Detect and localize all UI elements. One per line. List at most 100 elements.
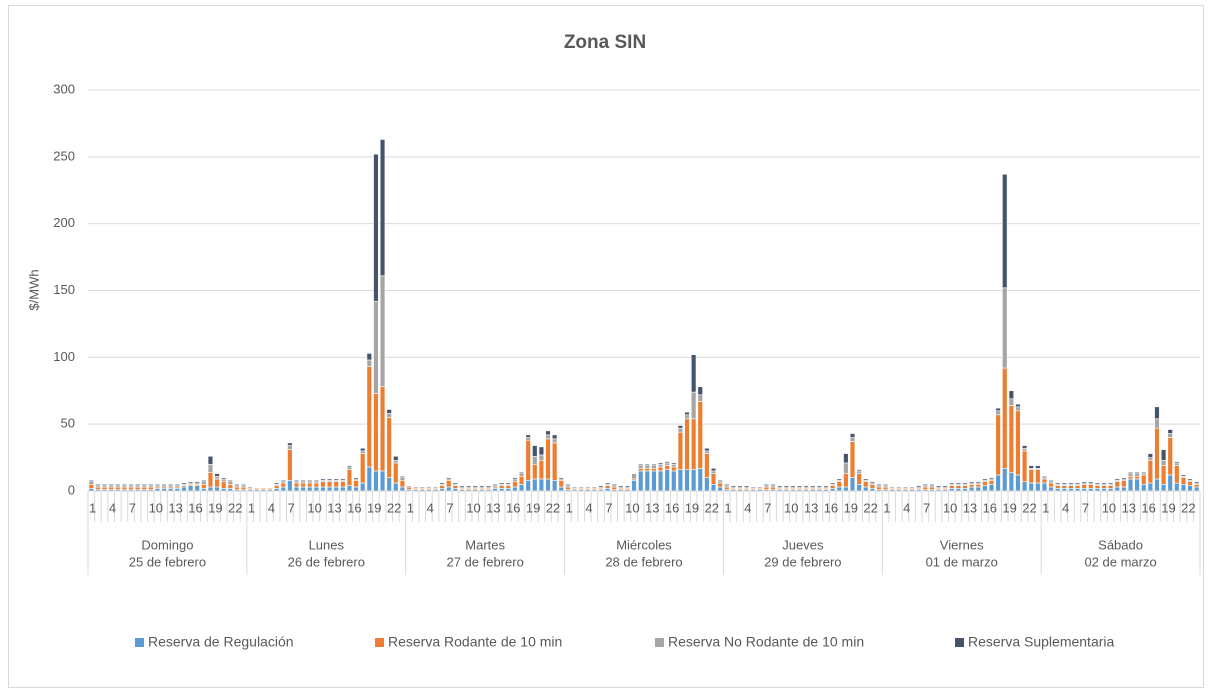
bar-segment bbox=[578, 486, 584, 489]
bar-segment bbox=[366, 359, 372, 367]
bar-segment bbox=[770, 486, 776, 490]
bar-segment bbox=[863, 486, 869, 492]
bar-segment bbox=[393, 462, 399, 484]
bar-segment bbox=[690, 391, 697, 420]
x-tick-label: 7 bbox=[129, 500, 136, 515]
x-tick-label: 7 bbox=[288, 500, 295, 515]
bar-segment bbox=[1134, 475, 1140, 480]
bar-segment bbox=[141, 484, 147, 486]
bar-segment bbox=[95, 486, 101, 490]
bar-segment bbox=[962, 482, 968, 485]
bar-segment bbox=[1154, 427, 1160, 480]
y-tick-label: 150 bbox=[53, 282, 75, 297]
bar-segment bbox=[836, 481, 842, 488]
bar-segment bbox=[95, 484, 101, 486]
bar-segment bbox=[247, 486, 253, 489]
bar-segment bbox=[1114, 478, 1120, 481]
bar-segment bbox=[499, 485, 505, 489]
x-tick-label: 1 bbox=[724, 500, 731, 515]
bar-segment bbox=[558, 480, 564, 488]
bar-segment bbox=[240, 484, 247, 486]
bar-segment bbox=[148, 484, 154, 486]
bar-segment bbox=[710, 473, 717, 485]
bar-segment bbox=[201, 480, 207, 482]
bar-segment bbox=[638, 465, 644, 469]
bar-segment bbox=[366, 466, 372, 492]
bar-segment bbox=[1008, 398, 1015, 406]
bar-segment bbox=[677, 425, 684, 429]
bar-segment bbox=[1081, 484, 1087, 489]
y-tick-label: 50 bbox=[61, 416, 75, 431]
bar-segment bbox=[611, 486, 617, 490]
x-tick-label: 10 bbox=[1102, 500, 1116, 515]
x-tick-label: 4 bbox=[744, 500, 751, 515]
bar-segment bbox=[598, 485, 604, 488]
bar-segment bbox=[1127, 475, 1134, 480]
bar-segment bbox=[512, 478, 518, 482]
bar-segment bbox=[856, 470, 862, 474]
bar-segment bbox=[684, 414, 690, 420]
bar-segment bbox=[512, 486, 518, 492]
x-tick-label: 13 bbox=[963, 500, 977, 515]
bar-segment bbox=[439, 485, 445, 489]
bar-segment bbox=[293, 486, 300, 492]
bar-segment bbox=[525, 437, 531, 441]
bar-segment bbox=[273, 482, 280, 485]
bar-segment bbox=[1028, 469, 1034, 484]
bar-segment bbox=[333, 486, 339, 492]
x-tick-label: 4 bbox=[903, 500, 910, 515]
bar-segment bbox=[360, 482, 366, 492]
bar-segment bbox=[518, 475, 525, 485]
bar-segment bbox=[221, 478, 227, 482]
x-tick-label: 13 bbox=[168, 500, 182, 515]
bar-segment bbox=[234, 484, 240, 486]
bar-segment bbox=[1015, 403, 1021, 408]
legend-swatch bbox=[375, 638, 384, 647]
bar-segment bbox=[697, 386, 703, 396]
bar-segment bbox=[1134, 478, 1140, 492]
bar-segment bbox=[1160, 459, 1167, 466]
bar-segment bbox=[1154, 406, 1160, 420]
bar-segment bbox=[1194, 486, 1200, 492]
bar-segment bbox=[360, 450, 366, 454]
bar-segment bbox=[757, 486, 763, 489]
y-tick-label: 300 bbox=[53, 81, 75, 96]
bar-segment bbox=[134, 484, 141, 486]
bar-segment bbox=[816, 485, 823, 488]
legend-label: Reserva de Regulación bbox=[148, 634, 294, 650]
bar-segment bbox=[843, 462, 849, 474]
bar-segment bbox=[227, 484, 233, 489]
bar-segment bbox=[664, 465, 670, 470]
bar-segment bbox=[1107, 482, 1114, 485]
x-tick-label: 16 bbox=[506, 500, 520, 515]
bar-segment bbox=[1068, 482, 1074, 485]
x-tick-label: 13 bbox=[1122, 500, 1136, 515]
bar-segment bbox=[777, 485, 783, 488]
bar-segment bbox=[307, 480, 313, 482]
bar-segment bbox=[234, 486, 240, 490]
bar-segment bbox=[366, 366, 372, 468]
bar-segment bbox=[154, 484, 161, 486]
bar-segment bbox=[439, 482, 445, 485]
bar-segment bbox=[1021, 447, 1028, 452]
bar-segment bbox=[346, 466, 353, 470]
bar-segment bbox=[968, 484, 975, 488]
bar-segment bbox=[1174, 482, 1180, 492]
x-tick-label: 7 bbox=[605, 500, 612, 515]
bar-segment bbox=[876, 486, 882, 490]
bar-segment bbox=[988, 484, 995, 492]
x-tick-label: 16 bbox=[983, 500, 997, 515]
bar-segment bbox=[1015, 406, 1021, 412]
bar-segment bbox=[446, 480, 452, 488]
x-tick-label: 13 bbox=[486, 500, 500, 515]
x-tick-label: 1 bbox=[883, 500, 890, 515]
bar-segment bbox=[545, 430, 551, 436]
bar-segment bbox=[333, 478, 339, 481]
bar-segment bbox=[340, 486, 346, 492]
bar-segment bbox=[955, 482, 962, 485]
group-date: 29 de febrero bbox=[764, 554, 841, 569]
bar-segment bbox=[829, 482, 836, 485]
bar-segment bbox=[922, 484, 928, 486]
group-date: 25 de febrero bbox=[129, 554, 206, 569]
bar-segment bbox=[538, 446, 545, 456]
